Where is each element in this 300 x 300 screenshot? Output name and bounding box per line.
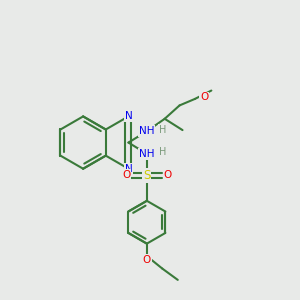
Text: NH: NH: [139, 149, 154, 159]
Text: O: O: [200, 92, 208, 102]
Text: S: S: [143, 169, 151, 182]
Text: O: O: [143, 255, 151, 265]
Text: H: H: [159, 147, 166, 158]
Text: N: N: [124, 111, 132, 122]
Text: O: O: [122, 170, 130, 180]
Text: N: N: [124, 164, 132, 174]
Text: NH: NH: [139, 126, 154, 136]
Text: O: O: [164, 170, 172, 180]
Text: H: H: [159, 125, 166, 135]
